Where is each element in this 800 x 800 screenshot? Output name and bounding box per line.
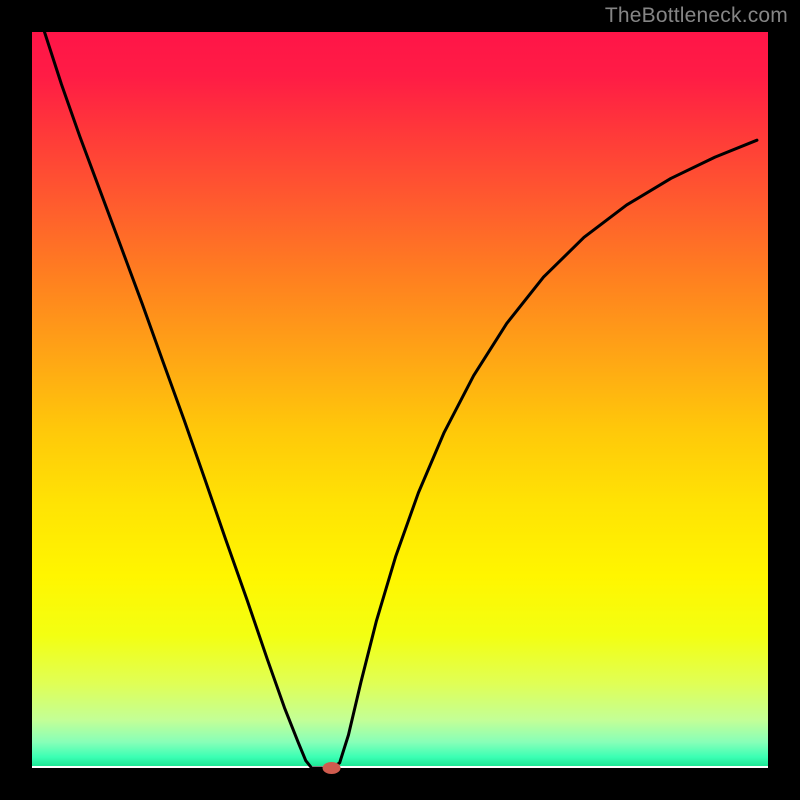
plot-background-gradient <box>32 32 768 768</box>
watermark-text: TheBottleneck.com <box>605 4 788 28</box>
chart-container: TheBottleneck.com <box>0 0 800 800</box>
chart-svg <box>0 0 800 800</box>
optimal-point-marker <box>323 762 341 774</box>
